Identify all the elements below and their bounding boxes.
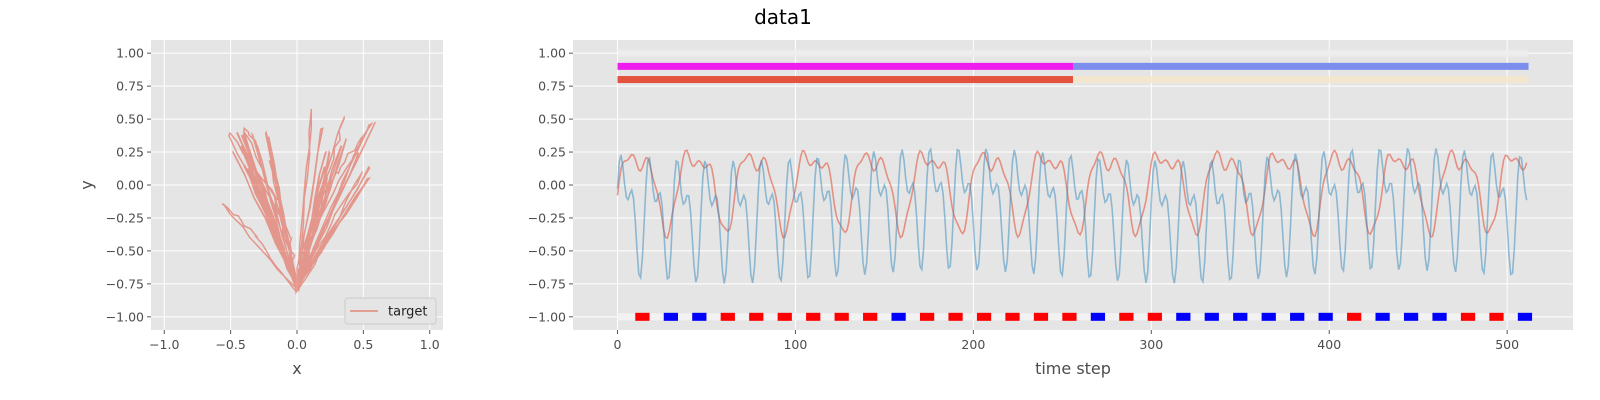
- band-segment: [617, 62, 1073, 70]
- x-tick-label: 1.0: [420, 337, 440, 352]
- x-tick-label: −0.5: [215, 337, 245, 352]
- marker: [1176, 312, 1191, 321]
- marker: [777, 312, 792, 321]
- marker: [806, 312, 821, 321]
- x-tick-label: 0: [614, 337, 622, 352]
- marker: [663, 312, 678, 321]
- time-series-lines: [616, 146, 1528, 285]
- marker: [1090, 312, 1106, 321]
- marker: [919, 312, 935, 321]
- y-tick-label: −0.25: [528, 210, 566, 225]
- legend-box: [344, 297, 437, 325]
- x-ticks-left: −1.0 −0.5 0.0 0.5 1.0: [149, 330, 440, 352]
- marker: [1375, 312, 1390, 321]
- marker: [891, 312, 906, 321]
- band-segment: [617, 76, 1073, 84]
- legend: target: [344, 297, 437, 325]
- marker: [1517, 312, 1533, 321]
- x-tick-label: 300: [1139, 337, 1163, 352]
- y-tick-label: −0.25: [106, 210, 144, 225]
- marker: [720, 312, 735, 321]
- target-trajectory: [221, 108, 376, 295]
- marker: [1233, 312, 1248, 321]
- marker: [749, 312, 764, 321]
- marker: [1347, 312, 1362, 321]
- marker: [1432, 312, 1447, 321]
- x-tick-label: 400: [1317, 337, 1341, 352]
- marker: [1318, 312, 1333, 321]
- series-line-blue: [616, 146, 1528, 285]
- band-segment: [1073, 62, 1529, 70]
- marker: [976, 312, 992, 321]
- marker: [1062, 312, 1077, 321]
- x-tick-label: −1.0: [149, 337, 179, 352]
- band-segment: [617, 49, 1529, 57]
- y-tick-label: −0.75: [528, 276, 566, 291]
- marker: [834, 312, 849, 321]
- marker: [635, 312, 650, 321]
- target-line: [221, 108, 376, 295]
- y-tick-label: −0.50: [106, 243, 144, 258]
- y-tick-label: 1.00: [538, 46, 566, 61]
- y-tick-label: 0.50: [538, 112, 566, 127]
- y-tick-label: 0.00: [538, 178, 566, 193]
- grid-left: [151, 40, 443, 330]
- y-tick-label: 0.75: [538, 79, 566, 94]
- y-tick-label: −1.00: [528, 309, 566, 324]
- y-tick-label: −0.50: [528, 243, 566, 258]
- y-axis-label-left: y: [77, 180, 96, 189]
- y-tick-label: 1.00: [116, 46, 144, 61]
- x-ticks-right: 0 100 200 300 400 500: [614, 330, 1519, 352]
- x-axis-label-left: x: [292, 359, 301, 378]
- marker: [1489, 312, 1504, 321]
- y-tick-label: 0.50: [116, 112, 144, 127]
- y-tick-label: 0.25: [538, 145, 566, 160]
- y-tick-label: 0.25: [116, 145, 144, 160]
- y-ticks-left: −1.00 −0.75 −0.50 −0.25 0.00 0.25 0.50 0.75 1.00: [106, 46, 151, 324]
- y-ticks-right: −1.00 −0.75 −0.50 −0.25 0.00 0.25 0.50 0.75 1.00: [528, 46, 573, 324]
- marker: [863, 312, 878, 321]
- marker: [1261, 312, 1276, 321]
- y-tick-label: 0.00: [116, 178, 144, 193]
- x-tick-label: 500: [1495, 337, 1519, 352]
- marker: [1290, 312, 1305, 321]
- xy-trajectory-panel: −1.0 −0.5 0.0 0.5 1.0 −1.00 −0.75 −0.50 −0.25 0.…: [77, 40, 443, 378]
- y-tick-label: −0.75: [106, 276, 144, 291]
- x-tick-label: 0.0: [287, 337, 307, 352]
- marker: [1119, 312, 1134, 321]
- y-tick-label: 0.75: [116, 79, 144, 94]
- marker: [948, 312, 963, 321]
- marker: [692, 312, 707, 321]
- x-tick-label: 200: [961, 337, 985, 352]
- marker: [1460, 312, 1476, 321]
- time-series-panel: 0 100 200 300 400 500 −1.00 −0.75 −0.50 −0.25 0.0…: [528, 40, 1573, 378]
- band-segment: [1073, 76, 1529, 84]
- marker-row: [617, 312, 1533, 321]
- y-tick-label: −1.00: [106, 309, 144, 324]
- figure-title: data1: [754, 5, 812, 29]
- x-tick-label: 0.5: [353, 337, 373, 352]
- legend-label-target: target: [388, 305, 428, 320]
- marker: [1033, 312, 1049, 321]
- marker: [1204, 312, 1219, 321]
- state-bands: [617, 49, 1529, 84]
- x-axis-label-right: time step: [1035, 359, 1111, 378]
- marker: [1403, 312, 1419, 321]
- marker: [1147, 312, 1162, 321]
- marker: [1005, 312, 1020, 321]
- x-tick-label: 100: [783, 337, 807, 352]
